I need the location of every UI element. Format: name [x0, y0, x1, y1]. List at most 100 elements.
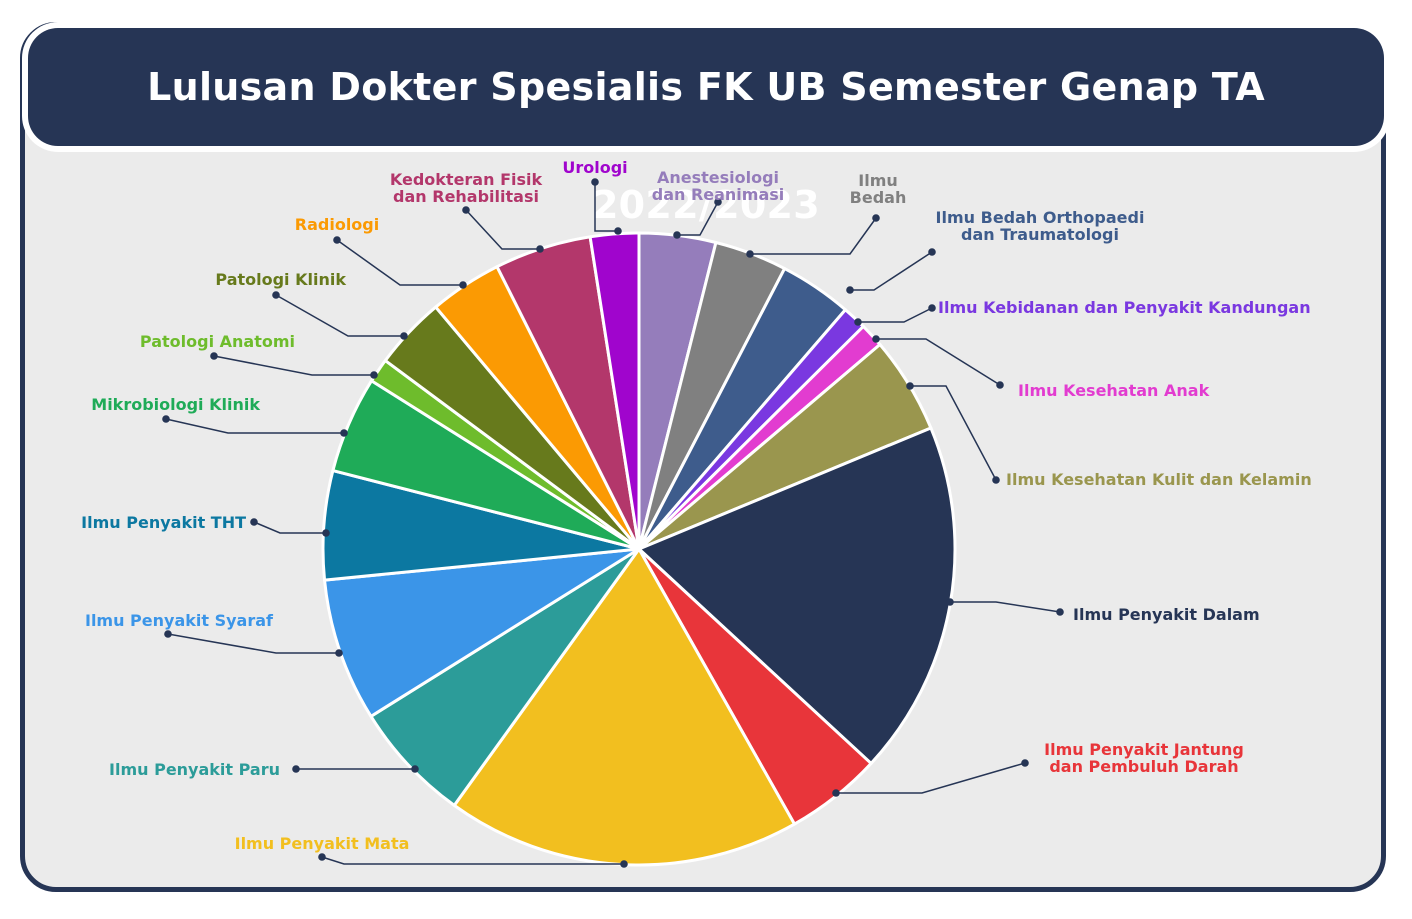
slice-label-line: dan Traumatologi: [961, 225, 1119, 244]
leader-dot-anestesiologi-dan-reanimasi-start: [673, 231, 681, 239]
slice-label-line: Ilmu Penyakit Syaraf: [85, 611, 274, 630]
leader-dot-kedokteran-fisik-dan-rehabilitasi-start: [536, 245, 544, 253]
leader-line-ilmu-bedah: [750, 217, 877, 255]
pie-slice-urologi: [588, 231, 641, 551]
slice-labels: Anestesiologi dan Reanimasi Ilmu Bedah Ilmu …: [81, 158, 1312, 853]
slice-label-line: Patologi Klinik: [215, 270, 346, 289]
leader-line-ilmu-penyakit-jantung-dan-pembuluh-darah: [836, 762, 1026, 794]
leader-dot-ilmu-penyakit-syaraf-end: [164, 630, 172, 638]
slice-label-line: Ilmu Kesehatan Kulit dan Kelamin: [1006, 470, 1312, 489]
pie-slice-ilmu-penyakit-paru: [369, 547, 641, 807]
leader-dot-ilmu-kesehatan-kulit-dan-kelamin-start: [906, 382, 914, 390]
leader-dot-ilmu-kesehatan-anak-start: [872, 335, 880, 343]
slice-label-line: Patologi Anatomi: [140, 332, 295, 351]
slice-label-line: Kedokteran Fisik: [390, 170, 543, 189]
leader-dot-ilmu-bedah-orthopaedi-dan-traumatologi-start: [846, 286, 854, 294]
slice-label-ilmu-kesehatan-anak: Ilmu Kesehatan Anak: [1018, 381, 1210, 400]
leader-line-radiologi: [336, 239, 463, 286]
slice-label-ilmu-penyakit-dalam: Ilmu Penyakit Dalam: [1073, 605, 1260, 624]
leader-line-ilmu-penyakit-tht: [253, 521, 326, 534]
slice-label-line: dan Reanimasi: [652, 185, 785, 204]
slice-label-line: Ilmu Penyakit Jantung: [1044, 740, 1244, 759]
leader-dot-ilmu-kebidanan-dan-penyakit-kandungan-start: [854, 318, 862, 326]
leader-dot-ilmu-penyakit-paru-start: [411, 765, 419, 773]
leader-dot-patologi-klinik-start: [400, 332, 408, 340]
leader-lines: [162, 178, 1064, 868]
slice-label-line: dan Rehabilitasi: [393, 187, 539, 206]
slice-label-mikrobiologi-klinik: Mikrobiologi Klinik: [91, 395, 260, 414]
slice-label-urologi: Urologi: [562, 158, 627, 177]
leader-dot-anestesiologi-dan-reanimasi-end: [714, 198, 722, 206]
slice-label-line: Ilmu: [858, 171, 898, 190]
leader-dot-ilmu-penyakit-jantung-dan-pembuluh-darah-start: [832, 789, 840, 797]
leader-line-anestesiologi-dan-reanimasi: [677, 201, 719, 236]
slice-label-line: Bedah: [850, 188, 907, 207]
leader-dot-ilmu-kebidanan-dan-penyakit-kandungan-end: [928, 304, 936, 312]
leader-dot-ilmu-bedah-end: [872, 214, 880, 222]
leader-line-ilmu-kesehatan-kulit-dan-kelamin: [910, 385, 997, 481]
slice-label-ilmu-bedah: Ilmu Bedah: [850, 171, 907, 207]
leader-dot-urologi-start: [614, 227, 622, 235]
leader-dot-ilmu-penyakit-tht-start: [322, 529, 330, 537]
leader-line-kedokteran-fisik-dan-rehabilitasi: [465, 209, 540, 250]
leader-line-patologi-klinik: [275, 294, 404, 337]
leader-dot-ilmu-penyakit-dalam-start: [946, 598, 954, 606]
leader-dot-ilmu-penyakit-mata-start: [620, 860, 628, 868]
title-banner: Lulusan Dokter Spesialis FK UB Semester …: [28, 28, 1384, 227]
leader-dot-mikrobiologi-klinik-end: [162, 415, 170, 423]
leader-dot-ilmu-penyakit-mata-end: [318, 853, 326, 861]
slice-label-line: Ilmu Bedah Orthopaedi: [936, 208, 1145, 227]
slice-label-patologi-anatomi: Patologi Anatomi: [140, 332, 295, 351]
slice-label-ilmu-kesehatan-kulit-dan-kelamin: Ilmu Kesehatan Kulit dan Kelamin: [1006, 470, 1312, 489]
leader-dot-urologi-end: [591, 178, 599, 186]
leader-dot-ilmu-kesehatan-anak-end: [996, 381, 1004, 389]
leader-dot-ilmu-penyakit-dalam-end: [1056, 608, 1064, 616]
leader-line-urologi: [594, 182, 618, 232]
leader-line-ilmu-penyakit-mata: [321, 856, 624, 865]
pie-slices: [321, 231, 957, 867]
slice-label-ilmu-penyakit-mata: Ilmu Penyakit Mata: [235, 834, 410, 853]
leader-dot-patologi-anatomi-start: [370, 371, 378, 379]
slice-label-patologi-klinik: Patologi Klinik: [215, 270, 346, 289]
slice-label-ilmu-penyakit-jantung-dan-pembuluh-darah: Ilmu Penyakit Jantung dan Pembuluh Darah: [1044, 740, 1244, 776]
slice-label-line: Ilmu Kesehatan Anak: [1018, 381, 1210, 400]
leader-dot-ilmu-penyakit-jantung-dan-pembuluh-darah-end: [1021, 759, 1029, 767]
leader-dot-patologi-klinik-end: [272, 291, 280, 299]
slice-label-ilmu-kebidanan-dan-penyakit-kandungan: Ilmu Kebidanan dan Penyakit Kandungan: [938, 298, 1311, 317]
leader-dot-patologi-anatomi-end: [210, 352, 218, 360]
leader-dot-ilmu-penyakit-tht-end: [250, 518, 258, 526]
chart-title: Lulusan Dokter Spesialis FK UB Semester …: [147, 65, 1265, 227]
slice-label-kedokteran-fisik-dan-rehabilitasi: Kedokteran Fisik dan Rehabilitasi: [390, 170, 543, 206]
slice-label-line: Urologi: [562, 158, 627, 177]
leader-line-ilmu-kebidanan-dan-penyakit-kandungan: [858, 307, 933, 323]
leader-dot-radiologi-start: [459, 281, 467, 289]
slice-label-anestesiologi-dan-reanimasi: Anestesiologi dan Reanimasi: [652, 168, 785, 204]
slice-label-radiologi: Radiologi: [295, 215, 379, 234]
slice-label-line: Ilmu Penyakit Paru: [109, 760, 280, 779]
slice-label-ilmu-penyakit-tht: Ilmu Penyakit THT: [81, 513, 246, 532]
leader-dot-ilmu-penyakit-paru-end: [292, 765, 300, 773]
slice-label-ilmu-penyakit-syaraf: Ilmu Penyakit Syaraf: [85, 611, 274, 630]
slice-label-line: Ilmu Penyakit Mata: [235, 834, 410, 853]
slice-label-line: Ilmu Kebidanan dan Penyakit Kandungan: [938, 298, 1311, 317]
slice-label-line: Ilmu Penyakit THT: [81, 513, 246, 532]
leader-dot-ilmu-bedah-start: [746, 250, 754, 258]
leader-line-patologi-anatomi: [213, 355, 374, 376]
leader-dot-ilmu-penyakit-syaraf-start: [335, 649, 343, 657]
slice-label-line: dan Pembuluh Darah: [1049, 757, 1238, 776]
slice-label-line: Radiologi: [295, 215, 379, 234]
leader-line-mikrobiologi-klinik: [165, 418, 344, 434]
leader-dot-ilmu-bedah-orthopaedi-dan-traumatologi-end: [928, 248, 936, 256]
leader-line-ilmu-bedah-orthopaedi-dan-traumatologi: [850, 251, 933, 291]
slice-label-line: Anestesiologi: [657, 168, 779, 187]
leader-line-ilmu-penyakit-syaraf: [167, 633, 339, 654]
leader-line-ilmu-kesehatan-anak: [876, 338, 1001, 386]
slice-label-line: Ilmu Penyakit Dalam: [1073, 605, 1260, 624]
leader-line-ilmu-penyakit-dalam: [950, 601, 1061, 613]
slice-label-line: Mikrobiologi Klinik: [91, 395, 260, 414]
leader-dot-kedokteran-fisik-dan-rehabilitasi-end: [462, 206, 470, 214]
leader-dot-ilmu-kesehatan-kulit-dan-kelamin-end: [992, 476, 1000, 484]
leader-dot-mikrobiologi-klinik-start: [340, 429, 348, 437]
leader-dot-radiologi-end: [333, 236, 341, 244]
